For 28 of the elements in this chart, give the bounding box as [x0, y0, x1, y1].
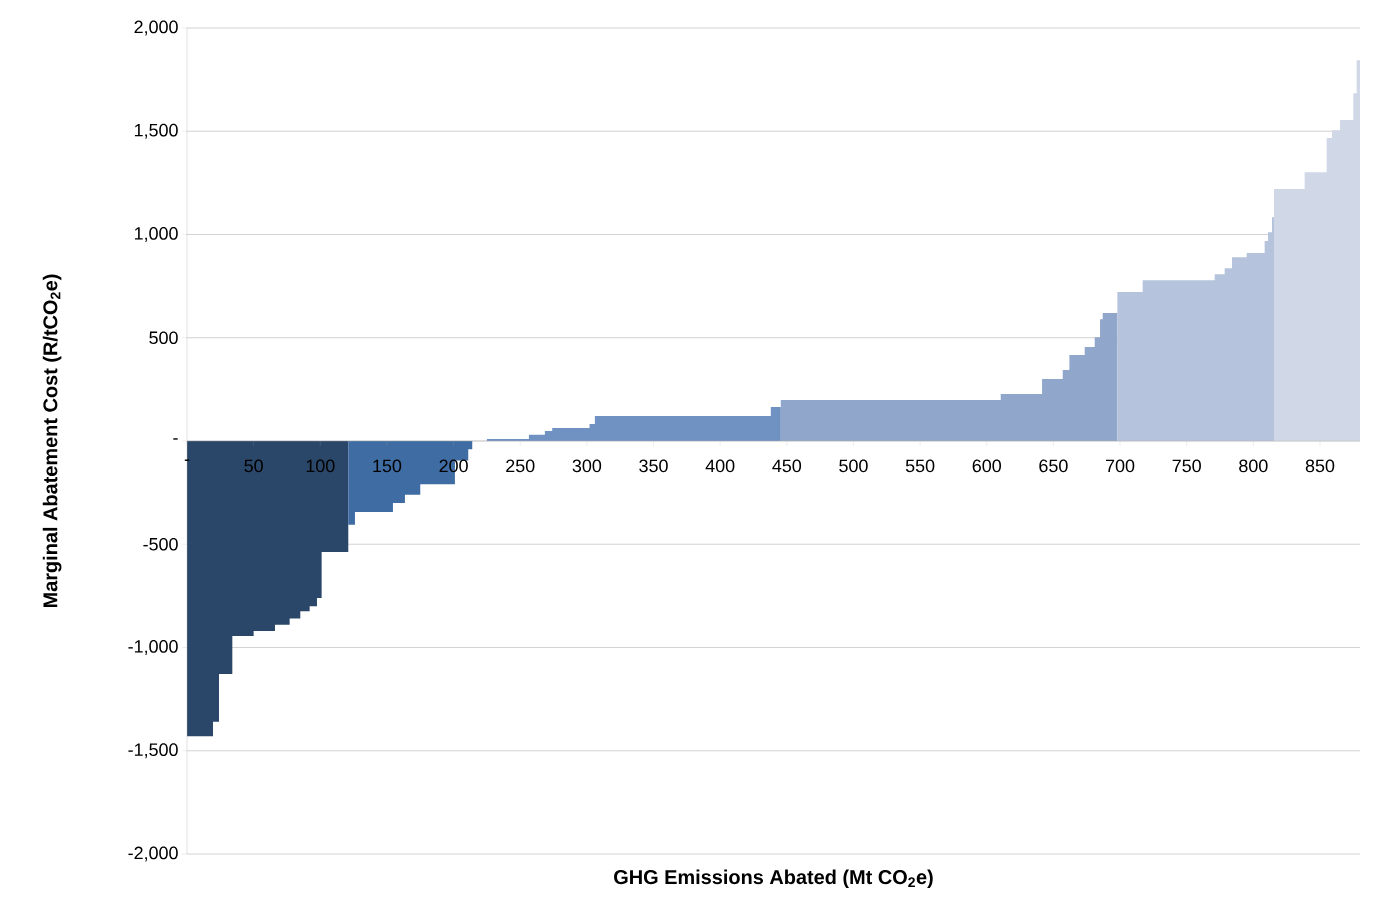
- x-tick-label: 800: [1239, 459, 1268, 473]
- x-tick-label: 350: [639, 459, 668, 473]
- x-tick-label: 700: [1106, 459, 1135, 473]
- x-tick-label: 600: [972, 459, 1002, 473]
- y-tick-label: -2,000: [128, 846, 178, 862]
- y-tick-label: -1,500: [128, 743, 178, 759]
- x-axis-title: GHG Emissions Abated (Mt CO$_{2}$e): [614, 869, 933, 889]
- y-tick-label: -1,000: [128, 640, 178, 655]
- x-tick-label: 150: [373, 459, 402, 473]
- x-tick-label: 550: [905, 459, 935, 473]
- x-tick-label: 100: [306, 459, 335, 473]
- y-tick-label: -500: [143, 537, 178, 551]
- x-tick-label: 450: [772, 459, 802, 473]
- y-tick-label: -: [173, 438, 178, 440]
- y-axis-title: Marginal Abatement Cost (R/tCO$_{2}$e): [42, 274, 62, 608]
- y-tick-label: 1,000: [134, 227, 178, 242]
- x-tick-label: 250: [506, 459, 535, 473]
- y-tick-label: 1,500: [134, 123, 178, 139]
- x-tick-label: 50: [244, 459, 263, 473]
- x-tick-label: 750: [1172, 459, 1201, 473]
- y-tick-label: 2,000: [134, 20, 178, 36]
- x-tick-label: 500: [839, 459, 868, 473]
- x-tick-label: 300: [572, 459, 602, 473]
- y-tick-label: 500: [149, 331, 178, 345]
- x-tick-label: 400: [705, 459, 735, 473]
- x-tick-label: -: [184, 459, 190, 461]
- x-tick-label: 650: [1039, 459, 1068, 473]
- x-tick-label: 850: [1305, 459, 1335, 473]
